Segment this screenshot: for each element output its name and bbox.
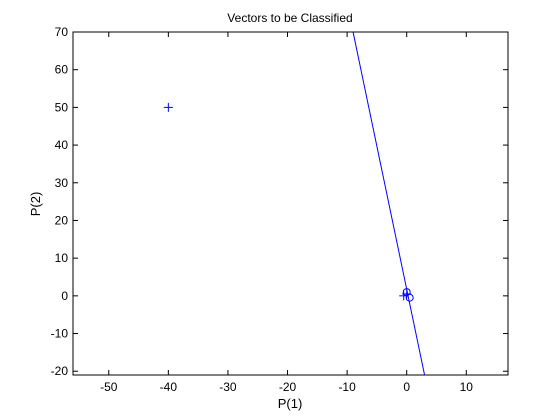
x-tick-label: -20 — [279, 380, 297, 394]
y-tick-label: -10 — [51, 327, 69, 341]
y-tick-label: 50 — [55, 100, 69, 114]
x-tick-label: -10 — [338, 380, 356, 394]
boundary-line — [352, 32, 426, 375]
x-axis-label: P(1) — [278, 396, 303, 411]
plus-marker — [163, 102, 173, 112]
y-tick-label: 60 — [55, 63, 69, 77]
decision-boundary — [352, 32, 426, 375]
y-tick-label: -20 — [51, 364, 69, 378]
plot-area: -50 -40 -30 -20 -10 0 10 -20 -10 0 10 20 30 40 50 60 70 — [51, 25, 509, 394]
x-tick-label: 0 — [403, 380, 410, 394]
axes-frame — [72, 31, 509, 376]
x-tick-label: 10 — [460, 380, 474, 394]
x-axis: -50 -40 -30 -20 -10 0 10 — [100, 32, 473, 394]
x-tick-label: -50 — [100, 380, 118, 394]
y-tick-label: 0 — [61, 289, 68, 303]
y-axis-label: P(2) — [28, 192, 43, 217]
x-tick-label: -40 — [160, 380, 178, 394]
y-tick-label: 20 — [55, 213, 69, 227]
circle-marker — [405, 293, 414, 302]
y-tick-label: 10 — [55, 251, 69, 265]
x-tick-label: -30 — [219, 380, 237, 394]
chart-title: Vectors to be Classified — [227, 11, 352, 25]
y-axis: -20 -10 0 10 20 30 40 50 60 70 — [51, 25, 508, 378]
y-tick-label: 70 — [55, 25, 69, 39]
data-points — [163, 102, 414, 302]
y-tick-label: 30 — [55, 176, 69, 190]
y-tick-label: 40 — [55, 138, 69, 152]
